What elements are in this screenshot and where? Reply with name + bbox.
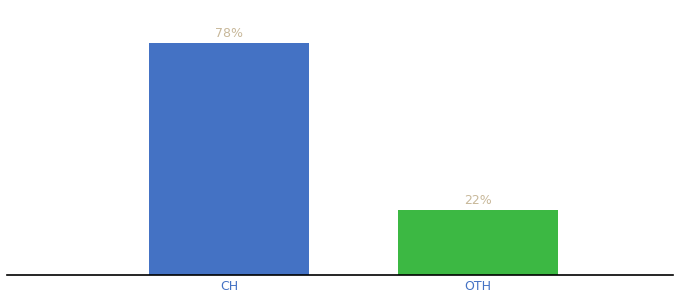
- Text: 78%: 78%: [215, 27, 243, 40]
- Text: 22%: 22%: [464, 194, 492, 207]
- Bar: [398, 210, 558, 275]
- Bar: [149, 43, 309, 275]
